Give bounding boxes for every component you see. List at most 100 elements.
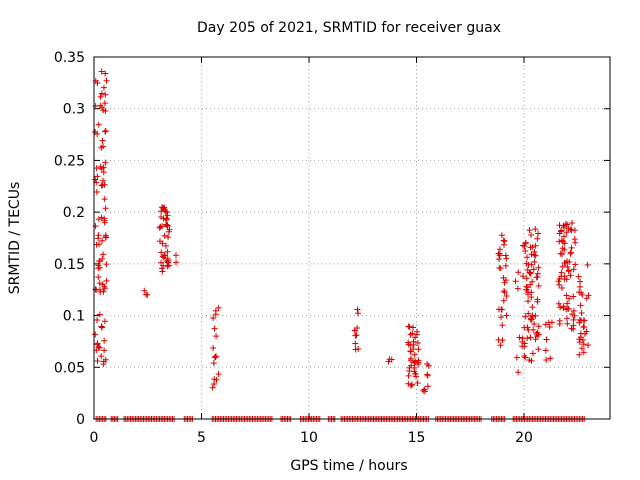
- data-point: [165, 234, 172, 241]
- data-point: [405, 372, 412, 379]
- data-point: [161, 232, 168, 239]
- data-point: [524, 335, 531, 342]
- data-point: [514, 285, 521, 292]
- data-point: [158, 213, 165, 220]
- data-point: [521, 243, 528, 250]
- y-tick-label: 0.1: [63, 309, 85, 325]
- data-point: [92, 286, 99, 293]
- data-point: [563, 276, 570, 283]
- data-point: [98, 90, 105, 97]
- data-point: [102, 91, 109, 98]
- data-point: [543, 356, 550, 363]
- data-point: [558, 237, 565, 244]
- data-point: [94, 316, 101, 323]
- data-point: [533, 274, 540, 281]
- data-point: [543, 336, 550, 343]
- data-point: [166, 228, 173, 235]
- data-point: [530, 266, 537, 273]
- data-point: [576, 319, 583, 326]
- data-point: [561, 224, 568, 231]
- x-tick-label: 20: [515, 430, 533, 446]
- data-point: [577, 330, 584, 337]
- data-point: [164, 212, 171, 219]
- y-tick-label: 0: [76, 412, 85, 428]
- y-tick-label: 0.2: [63, 205, 85, 221]
- data-point: [408, 362, 415, 369]
- data-point: [499, 337, 506, 344]
- data-point: [581, 317, 588, 324]
- data-point: [581, 324, 588, 331]
- y-ticks: 0 0.05 0.1 0.15 0.2 0.25 0.3 0.35: [54, 50, 610, 428]
- data-point: [100, 169, 107, 176]
- data-point: [528, 231, 535, 238]
- data-point: [98, 68, 105, 75]
- data-point: [532, 312, 539, 319]
- data-point: [97, 288, 104, 295]
- data-point: [212, 353, 219, 360]
- data-point: [415, 346, 422, 353]
- data-point: [583, 295, 590, 302]
- data-point: [531, 248, 538, 255]
- data-point: [532, 242, 539, 249]
- data-point: [558, 273, 565, 280]
- data-point: [578, 345, 585, 352]
- data-point: [522, 247, 529, 254]
- data-point: [532, 336, 539, 343]
- data-point: [499, 322, 506, 329]
- data-point: [583, 328, 590, 335]
- data-point: [522, 313, 529, 320]
- data-point: [501, 287, 508, 294]
- data-point: [161, 204, 168, 211]
- data-point: [102, 205, 109, 212]
- data-point: [501, 279, 508, 286]
- data-point: [498, 314, 505, 321]
- data-point: [103, 261, 110, 268]
- data-point: [526, 227, 533, 234]
- data-point: [571, 236, 578, 243]
- data-point: [530, 326, 537, 333]
- data-point: [565, 305, 572, 312]
- data-point: [100, 251, 107, 258]
- data-point: [412, 358, 419, 365]
- data-point: [563, 315, 570, 322]
- data-point: [535, 230, 542, 237]
- x-axis-label: GPS time / hours: [290, 458, 407, 474]
- data-point: [212, 353, 219, 360]
- data-point: [353, 332, 360, 339]
- data-point: [99, 237, 106, 244]
- data-point: [99, 281, 106, 288]
- data-point: [164, 223, 171, 230]
- data-point: [498, 306, 505, 313]
- data-point: [561, 259, 568, 266]
- data-point: [98, 144, 105, 151]
- data-point: [101, 217, 108, 224]
- data-point: [352, 340, 359, 347]
- data-point: [209, 384, 216, 391]
- chart-title: Day 205 of 2021, SRMTID for receiver gua…: [197, 20, 501, 36]
- data-point: [525, 298, 532, 305]
- data-point: [559, 263, 566, 270]
- data-point: [96, 258, 103, 265]
- data-point: [533, 330, 540, 337]
- data-point: [534, 298, 541, 305]
- data-point: [101, 100, 108, 107]
- data-point: [577, 302, 584, 309]
- data-point: [558, 251, 565, 258]
- data-point: [535, 264, 542, 271]
- data-point: [503, 312, 510, 319]
- data-point: [534, 235, 541, 242]
- data-point: [99, 324, 106, 331]
- data-point: [94, 173, 101, 180]
- data-point: [512, 278, 519, 285]
- grid: [94, 57, 610, 419]
- data-point: [561, 240, 568, 247]
- data-point: [94, 358, 101, 365]
- data-point: [520, 242, 527, 249]
- data-point: [523, 260, 530, 267]
- data-point: [513, 354, 520, 361]
- data-point: [580, 349, 587, 356]
- data-point: [515, 369, 522, 376]
- data-point: [93, 165, 100, 172]
- data-point: [571, 312, 578, 319]
- data-point: [570, 266, 577, 273]
